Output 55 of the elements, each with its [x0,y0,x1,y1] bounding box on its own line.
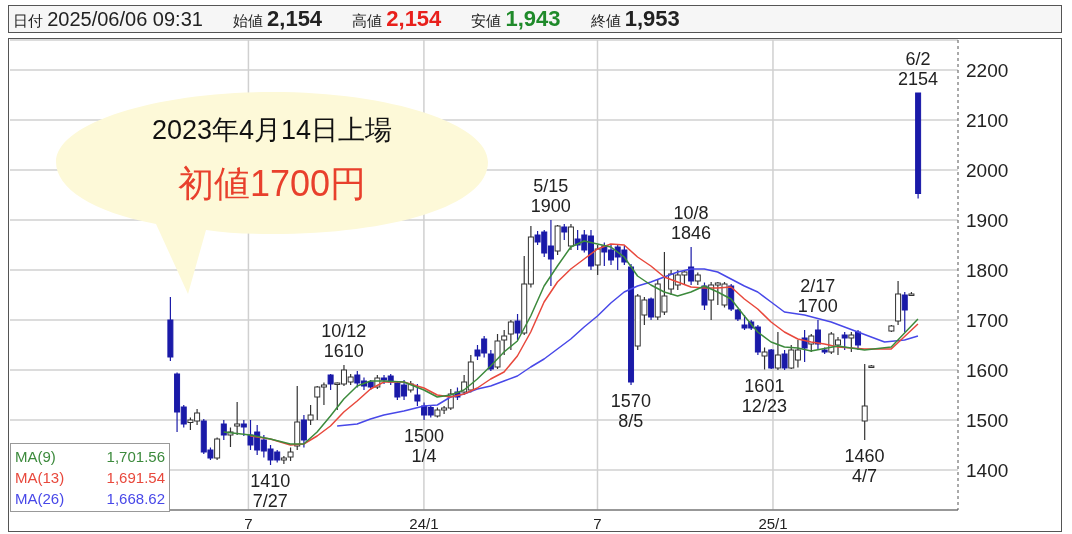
candlestick [514,313,521,341]
annotation: 1601 12/23 [741,375,787,416]
annotation: 6/2 2154 [897,49,938,89]
text: MA(9) [15,447,56,467]
candlestick [781,349,788,371]
x-tick-label: 25/1 [758,514,788,532]
annotation: 1,701.56 [106,447,165,467]
annotation: 1570 8/5 [610,391,651,431]
annotation: 1500 1/4 [403,426,444,466]
text: 日付 2025/06/06 09:31 [13,7,203,30]
y-tick-label: 1500 [966,409,1009,431]
text: MA(26) [15,489,65,509]
text: 安値 1,943 [471,6,561,31]
candlestick [507,319,514,351]
candlestick [234,401,241,436]
annotation: 2/17 1700 [797,276,838,316]
candlestick [901,291,908,333]
annotation: 2023年4月14日上場 [150,114,394,147]
annotation: 10/8 1846 [670,203,711,243]
candlestick [294,385,301,451]
candlestick [220,419,227,441]
annotation: 1,668.62 [106,489,165,509]
x-tick-label: 7 [593,514,602,532]
annotation: 10/12 1610 [321,321,367,361]
candlestick [774,331,781,371]
y-tick-label: 1700 [966,309,1009,331]
text: 終値 1,953 [590,6,680,31]
candlestick [688,246,695,286]
text: 始値 2,154 [232,6,323,31]
candlestick [594,244,601,276]
candlestick [848,331,855,353]
candlestick [761,346,768,371]
candlestick [567,223,574,251]
candlestick [300,414,307,449]
candlestick [414,383,421,407]
annotation: 1460 4/7 [844,446,885,486]
candlestick [307,404,314,426]
y-tick-label: 2000 [966,159,1009,181]
text: 高値 2,154 [352,6,442,31]
annotation: 1,691.54 [106,468,165,488]
annotation: 1410 7/27 [250,471,291,511]
y-tick-label: 1800 [966,259,1009,281]
x-tick-label: 24/1 [409,514,439,532]
candlestick [814,319,821,351]
y-tick-label: 1600 [966,359,1009,381]
y-tick-label: 1400 [966,459,1009,481]
x-tick-label: 7 [244,514,253,532]
annotation: 5/15 1900 [530,176,571,216]
candlestick [801,329,808,363]
annotation: 初値1700円 [176,162,368,206]
text: MA(13) [15,468,65,488]
y-tick-label: 2100 [966,109,1009,131]
y-tick-label: 2200 [966,59,1009,81]
y-tick-label: 1900 [966,209,1009,231]
candlestick [861,363,868,441]
